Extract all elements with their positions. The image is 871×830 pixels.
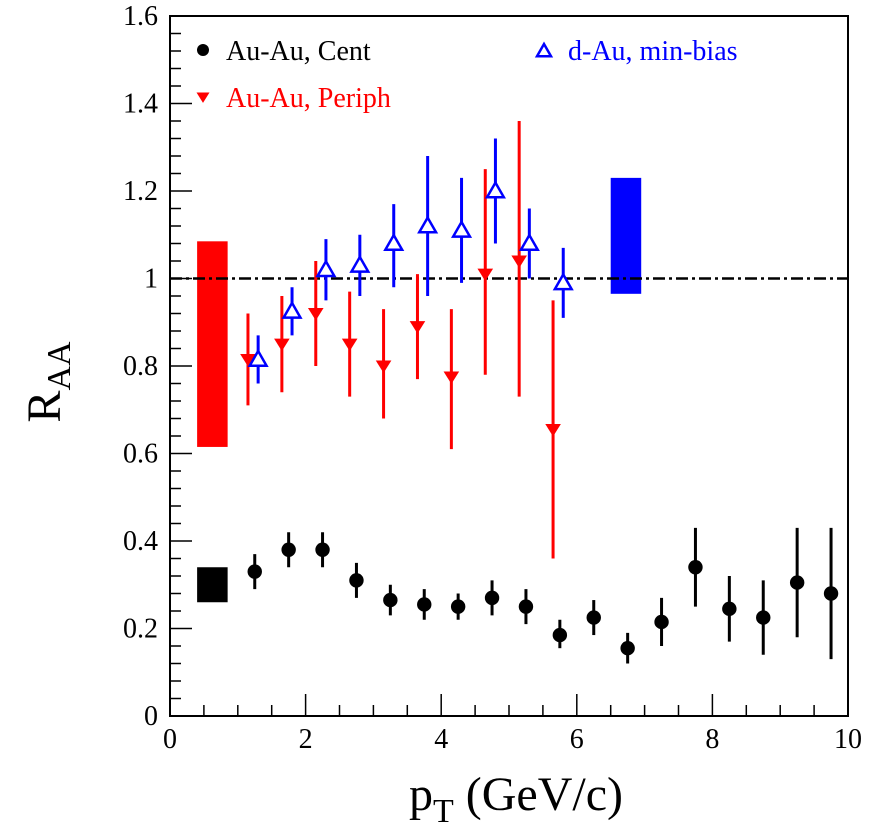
x-tick-label: 8 <box>705 724 719 755</box>
data-point <box>383 232 405 252</box>
axis-ticks <box>169 15 849 717</box>
legend-label: Au-Au, Cent <box>226 36 371 67</box>
data-point <box>722 601 737 617</box>
x-axis-title: pT (GeV/c) <box>409 768 623 830</box>
systematic-box <box>197 567 228 603</box>
data-point <box>552 271 574 291</box>
data-point <box>274 338 290 352</box>
data-point <box>484 590 500 606</box>
data-point <box>417 597 432 612</box>
y-tick-label: 0.4 <box>123 526 158 557</box>
x-tick-label: 2 <box>299 724 313 755</box>
data-point <box>450 599 466 614</box>
data-point <box>518 232 540 252</box>
data-point <box>375 360 392 374</box>
x-tick-label: 10 <box>834 724 862 755</box>
data-point <box>545 423 561 437</box>
y-tick-label: 0.2 <box>123 614 158 645</box>
data-point <box>247 348 269 367</box>
data-point <box>518 599 534 614</box>
legend-marker <box>197 44 209 56</box>
data-point <box>789 575 805 590</box>
x-tick-label: 0 <box>163 724 177 755</box>
legend-label: d-Au, min-bias <box>568 36 738 67</box>
y-tick-label: 1.4 <box>123 89 158 120</box>
data-point <box>349 573 364 588</box>
legend: Au-Au, Cent Au-Au, Periph d-Au, min-bias <box>196 36 738 114</box>
data-point <box>756 610 771 625</box>
data-point <box>450 219 473 238</box>
y-axis-title: RAA <box>18 341 78 423</box>
data-point <box>654 614 669 630</box>
data-point <box>341 338 358 352</box>
y-tick-label: 1.6 <box>123 1 158 32</box>
x-tick-label: 6 <box>570 724 584 755</box>
data-point <box>349 254 371 273</box>
data-point <box>281 542 296 557</box>
data-point <box>281 300 303 319</box>
systematic-boxes <box>197 177 642 603</box>
legend-marker <box>196 92 210 103</box>
y-tick-label: 0.8 <box>123 351 158 382</box>
y-tick-label: 0.6 <box>123 439 158 470</box>
y-tick-label: 0 <box>144 701 158 732</box>
data-point <box>240 353 256 367</box>
data-point <box>586 610 601 625</box>
legend-label: Au-Au, Periph <box>226 83 391 114</box>
data-series <box>240 121 839 664</box>
systematic-box <box>197 241 228 447</box>
data-point <box>383 592 398 608</box>
data-point <box>247 564 262 579</box>
series-group <box>247 527 839 664</box>
data-point <box>307 308 324 321</box>
series-group <box>247 138 574 384</box>
legend-marker <box>534 41 554 58</box>
data-point <box>484 180 506 199</box>
data-point <box>620 640 635 656</box>
plot-frame <box>169 15 849 717</box>
data-point <box>409 321 426 334</box>
x-tick-label: 4 <box>434 724 448 755</box>
y-tick-label: 1 <box>144 264 158 295</box>
data-point <box>315 258 337 278</box>
data-point <box>417 215 439 234</box>
data-point <box>552 627 568 643</box>
tick-labels: 0 2 4 6 8 10 0 0.2 0.4 0.6 0.8 1 1.2 1.4 1.6 <box>123 1 862 755</box>
data-point <box>511 255 527 269</box>
data-point <box>315 542 330 557</box>
y-tick-label: 1.2 <box>123 176 158 207</box>
data-point <box>823 586 839 601</box>
systematic-box <box>610 177 642 294</box>
data-point <box>688 560 703 575</box>
data-point <box>443 371 460 384</box>
series-group <box>240 121 561 559</box>
data-point <box>477 268 494 282</box>
